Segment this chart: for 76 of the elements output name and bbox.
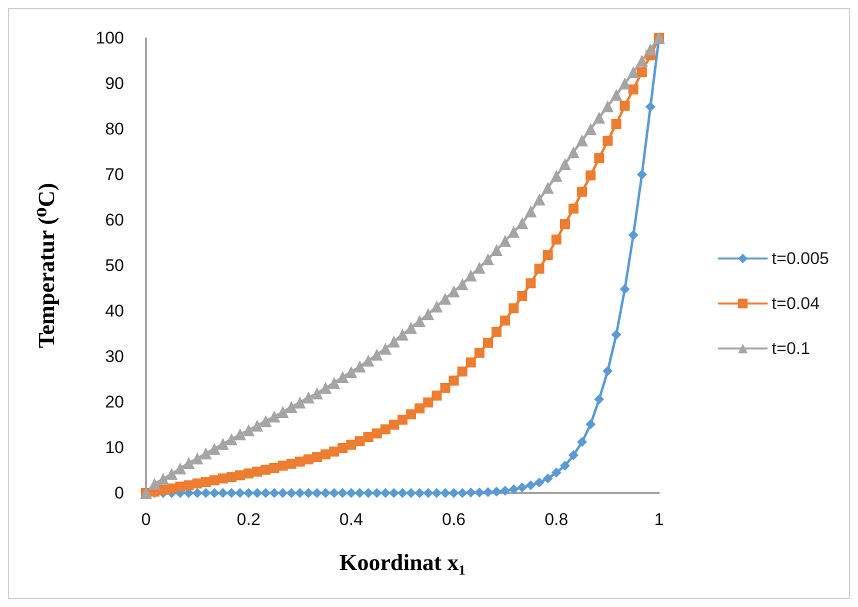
x-tick-label: 0.4 (339, 510, 364, 529)
point (278, 488, 288, 498)
y-tick-label: 100 (96, 28, 124, 48)
point (500, 486, 510, 496)
y-tick-label: 70 (105, 165, 124, 184)
point (218, 488, 228, 498)
point (244, 488, 254, 498)
point (542, 473, 553, 484)
y-tick-label: 40 (105, 302, 124, 320)
point (312, 488, 322, 498)
x-tick-label: 0.8 (544, 510, 568, 529)
point (372, 488, 382, 498)
point (508, 484, 519, 494)
y-axis-title: Temperatur (⁰C) (34, 182, 59, 348)
point (492, 486, 502, 497)
point (517, 482, 528, 493)
x-tick-label: 0 (141, 510, 151, 529)
y-tick-label: 20 (105, 392, 124, 412)
y-tick-label: 0 (114, 484, 124, 502)
y-tick-label: 10 (105, 438, 124, 457)
x-tick-label: 1 (654, 510, 664, 529)
point (448, 488, 459, 498)
point (303, 488, 314, 498)
point (363, 488, 374, 498)
x-axis-title: Koordinat x₁ (339, 550, 466, 575)
point (406, 488, 416, 498)
point (209, 488, 220, 498)
y-tick-label: 60 (105, 210, 124, 230)
point (636, 170, 647, 180)
point (645, 102, 656, 112)
point (440, 488, 450, 498)
point (354, 488, 365, 498)
point (252, 488, 262, 498)
point (398, 488, 408, 498)
point (568, 450, 578, 460)
point (620, 284, 630, 294)
point (432, 488, 442, 498)
point (594, 394, 604, 404)
point (602, 366, 613, 376)
y-tick-label: 90 (105, 74, 124, 93)
point (294, 488, 305, 498)
y-tick-label: 80 (105, 120, 124, 138)
point (414, 488, 425, 498)
point (269, 488, 280, 498)
y-tick-label: 50 (105, 256, 124, 275)
point (474, 488, 484, 498)
point (388, 488, 399, 498)
point (586, 419, 596, 430)
point (192, 488, 202, 498)
point (560, 460, 570, 471)
point (534, 478, 544, 488)
point (457, 488, 468, 498)
point (551, 468, 562, 478)
point (346, 488, 356, 498)
point (329, 488, 340, 498)
x-tick-label: 0.2 (236, 510, 260, 529)
point (483, 487, 494, 498)
point (423, 488, 434, 498)
point (466, 488, 476, 498)
legend-label: t=0.005 (772, 249, 830, 268)
legend-label: t=0.1 (772, 339, 810, 358)
point (526, 480, 536, 490)
point (611, 330, 622, 340)
point (338, 488, 348, 498)
point (380, 488, 390, 498)
point (200, 488, 211, 498)
point (577, 437, 588, 448)
legend-label: t=0.04 (772, 294, 820, 313)
point (260, 488, 271, 498)
x-tick-label: 0.6 (442, 510, 466, 529)
point (226, 488, 237, 498)
point (286, 488, 296, 498)
point (320, 488, 331, 498)
y-tick-label: 30 (105, 347, 124, 366)
point (235, 488, 246, 498)
point (628, 230, 638, 240)
